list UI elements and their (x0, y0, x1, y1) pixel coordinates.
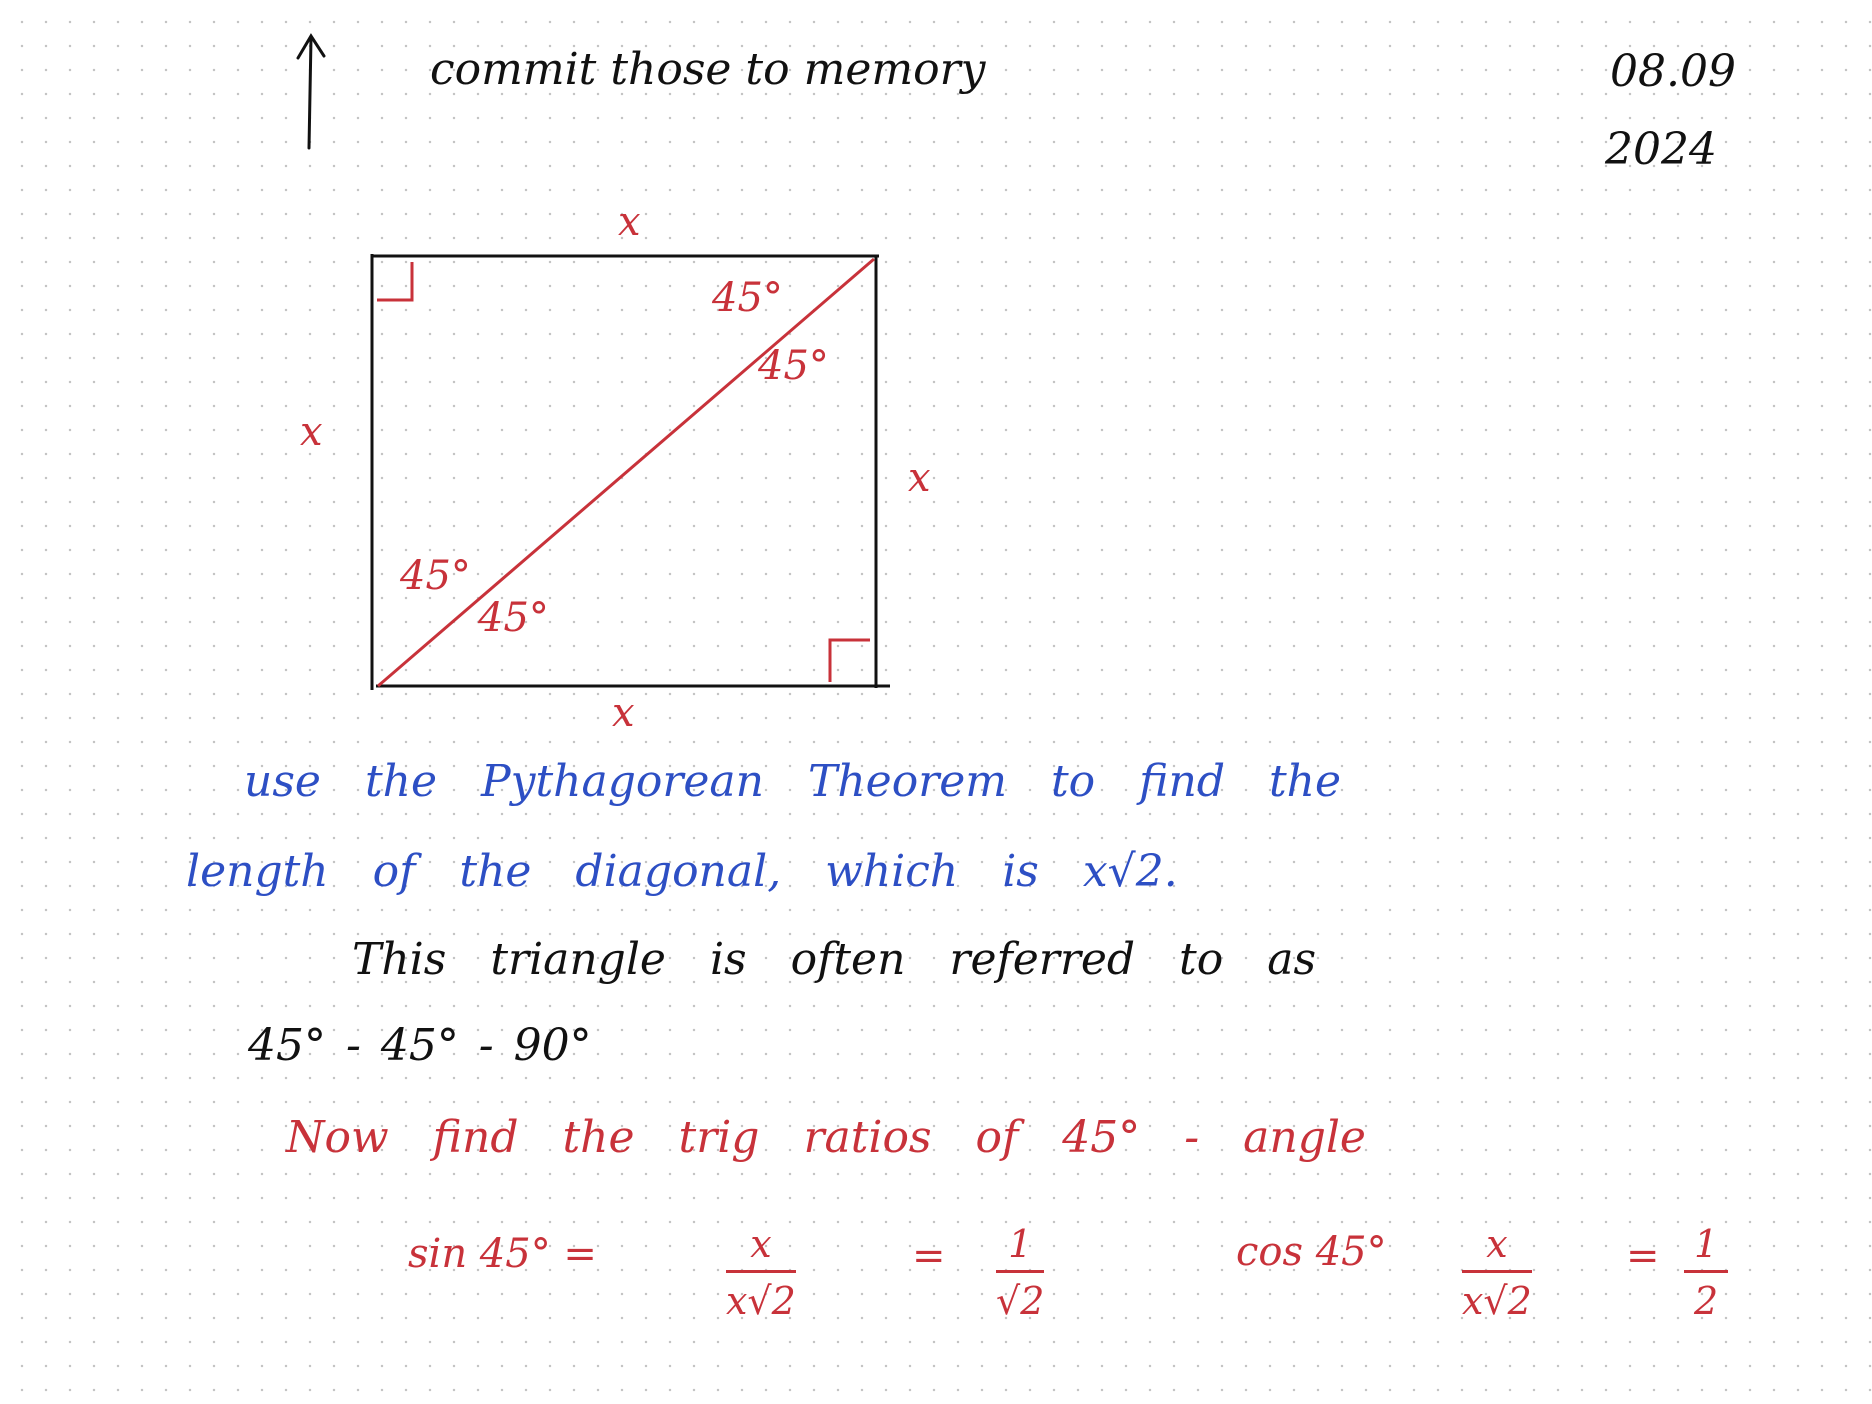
black-text-line-1: This triangle is often referred to as (352, 934, 1317, 985)
cos-fraction-1-numerator: x (1486, 1222, 1508, 1266)
blue-text-line-1: use the Pythagorean Theorem to find the (244, 756, 1342, 807)
sin-fraction-1-numerator: x (750, 1222, 772, 1266)
side-label-bottom: x (612, 690, 635, 736)
sin-label: sin 45° = (408, 1231, 597, 1277)
angle-label-top-2: 45° (758, 343, 829, 389)
right-angle-mark-bottom-right (828, 638, 870, 682)
fraction-bar (726, 1270, 796, 1273)
angle-label-top-1: 45° (712, 275, 783, 321)
date-line-1: 08.09 (1610, 46, 1736, 97)
sin-fraction-2-denominator: √2 (996, 1279, 1045, 1323)
square-outline (370, 254, 890, 690)
red-text-line: Now find the trig ratios of 45° - angle (286, 1112, 1366, 1163)
cos-fraction-2: 1 2 (1684, 1222, 1729, 1323)
cos-label: cos 45° (1236, 1229, 1387, 1275)
cos-equals: = (1626, 1233, 1660, 1279)
side-label-left: x (300, 409, 323, 455)
black-text-line-2: 45° - 45° - 90° (248, 1020, 592, 1071)
sin-fraction-2-numerator: 1 (1008, 1222, 1033, 1266)
up-arrow-icon (296, 33, 326, 150)
right-angle-mark-top-left (377, 262, 414, 302)
sin-fraction-2: 1 √2 (996, 1222, 1045, 1323)
cos-fraction-2-numerator: 1 (1694, 1222, 1719, 1266)
sin-equals: = (912, 1233, 946, 1279)
side-label-right: x (908, 455, 931, 501)
header-note: commit those to memory (430, 44, 986, 95)
cos-fraction-1: x x√2 (1462, 1222, 1532, 1323)
fraction-bar (1462, 1270, 1532, 1273)
fraction-bar (1684, 1270, 1729, 1273)
blue-text-line-2: length of the diagonal, which is x√2. (186, 846, 1178, 897)
side-label-top: x (618, 199, 641, 245)
angle-label-bottom-2: 45° (478, 595, 549, 641)
cos-fraction-2-denominator: 2 (1694, 1279, 1719, 1323)
cos-fraction-1-denominator: x√2 (1462, 1279, 1532, 1323)
date-line-2: 2024 (1605, 124, 1717, 175)
sin-fraction-1: x x√2 (726, 1222, 796, 1323)
sin-fraction-1-denominator: x√2 (726, 1279, 796, 1323)
angle-label-bottom-1: 45° (400, 553, 471, 599)
diagonal-line (377, 257, 875, 688)
fraction-bar (996, 1270, 1045, 1273)
